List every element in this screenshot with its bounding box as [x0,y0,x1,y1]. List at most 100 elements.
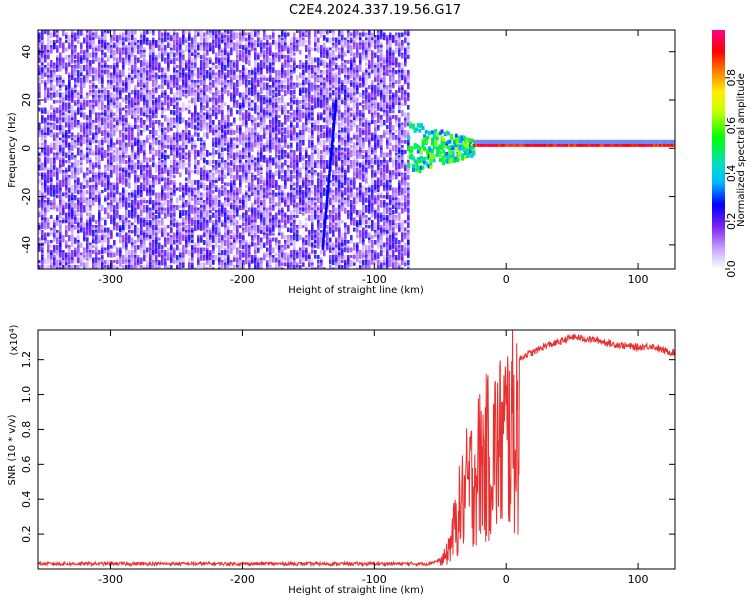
heatmap-cell-4027 [260,192,263,200]
heatmap-cell-70 [41,142,44,146]
heatmap-cell-1322 [113,55,116,60]
heatmap-cell-2946 [203,57,206,65]
heatmap-cell-2250 [164,32,167,38]
heatmap-cell-2891 [200,75,203,82]
heatmap-cell-4045 [263,32,266,41]
heatmap-cell-3730 [245,125,248,129]
heatmap-cell-2545 [179,160,182,165]
heatmap-cell-1446 [119,122,122,126]
heatmap-cell-2694 [188,137,191,144]
heatmap-cell-396 [59,180,62,186]
heatmap-cell-338 [56,180,59,185]
heatmap-cell-3569 [236,110,239,115]
heatmap-cell-1171 [104,70,107,75]
heatmap-cell-3917 [254,212,257,217]
heatmap-cell-4851 [308,45,311,49]
heatmap-cell-3086 [209,202,212,207]
heatmap-cell-1603 [128,92,131,98]
heatmap-cell-1850 [140,210,143,217]
heatmap-cell-4677 [296,182,299,188]
heatmap-cell-3753 [245,202,248,209]
heatmap-cell-785 [80,262,83,267]
heatmap-cell-990 [92,240,95,244]
heatmap-cell-147 [44,212,47,219]
heatmap-cell-3878 [254,30,257,35]
heatmap-cell-1795 [137,205,140,209]
heatmap-cell-2729 [191,57,194,63]
heatmap-cell-1536 [125,47,128,54]
heatmap-cell-483 [65,107,68,112]
heatmap-cell-1145 [101,205,104,211]
heatmap-cell-248 [50,232,53,236]
heatmap-cell-2406 [170,257,173,264]
heatmap-cell-3589 [236,207,239,212]
heatmap-cell-3007 [206,97,209,103]
heatmap-cell-2251 [164,37,167,42]
heatmap-cell-2070 [152,162,155,168]
heatmap-cell-1318 [113,37,116,42]
heatmap-cell-2848 [197,117,200,121]
heatmap-cell-3700 [242,230,245,235]
heatmap-cell-67 [41,127,44,131]
heatmap-cell-4693 [296,265,299,269]
heatmap-cell-939 [89,252,92,259]
heatmap-cell-1447 [119,130,122,138]
heatmap-cell-167 [47,62,50,67]
heatmap-cell-4019 [260,155,263,162]
heatmap-cell-1520 [122,215,125,222]
heatmap-cell-3682 [242,147,245,152]
heatmap-cell-3470 [230,160,233,165]
heatmap-cell-2893 [200,82,203,86]
heatmap-cell-667 [74,195,77,201]
heatmap-cell-3823 [248,262,251,268]
heatmap-cell-4553 [290,122,293,129]
heatmap-cell-4799 [305,45,308,52]
heatmap-cell-3695 [242,205,245,210]
heatmap-cell-3955 [257,132,260,137]
heatmap-cell-299 [53,237,56,242]
heatmap-cell-4508 [287,160,290,165]
heatmap-cell-108 [44,50,47,58]
heatmap-cell-202 [47,250,50,255]
heatmap-cell-1046 [95,262,98,268]
heatmap-cell-2101 [155,60,158,66]
heatmap-cell-2768 [191,247,194,253]
heatmap-cell-1129 [101,130,104,134]
heatmap-cell-1885 [143,105,146,112]
heatmap-cell-2745 [191,125,194,129]
heatmap-cell-3316 [221,190,224,196]
heatmap-cell-1788 [137,177,140,182]
heatmap-cell-95 [41,235,44,241]
heatmap-cell-3966 [257,170,260,176]
heatmap-cell-160 [47,35,50,39]
heatmap-cell-738 [80,57,83,64]
heatmap-cell-2535 [179,110,182,115]
heatmap-cell-4318 [278,40,281,45]
heatmap-cell-2371 [170,120,173,126]
heatmap-cell-4779 [302,192,305,198]
heatmap-cell-233 [50,157,53,166]
heatmap-cell-4012 [260,125,263,132]
heatmap-cell-1895 [143,165,146,170]
heatmap-cell-3817 [248,245,251,249]
heatmap-cell-1509 [122,167,125,172]
heatmap-cell-536 [68,117,71,123]
heatmap-cell-4500 [287,117,290,122]
heatmap-cell-4813 [305,112,308,116]
heatmap-cell-129 [44,155,47,160]
heatmap-cell-830 [86,35,89,40]
heatmap-cell-2617 [182,260,185,264]
heatmap-cell-3355 [224,132,227,139]
heatmap-cell-3468 [230,147,233,156]
heatmap-cell-3408 [227,130,230,135]
heatmap-cell-1153 [101,242,104,248]
heatmap-cell-2171 [158,175,161,180]
heatmap-cell-3825 [251,30,254,38]
heatmap-cell-4069 [263,157,266,163]
heatmap-cell-2876 [197,247,200,254]
heatmap-cell-188 [47,170,50,178]
heatmap-cell-4789 [302,245,305,252]
heatmap-cell-2640 [185,135,188,140]
heatmap-cell-1474 [119,240,122,244]
heatmap-cell-683 [77,35,80,39]
